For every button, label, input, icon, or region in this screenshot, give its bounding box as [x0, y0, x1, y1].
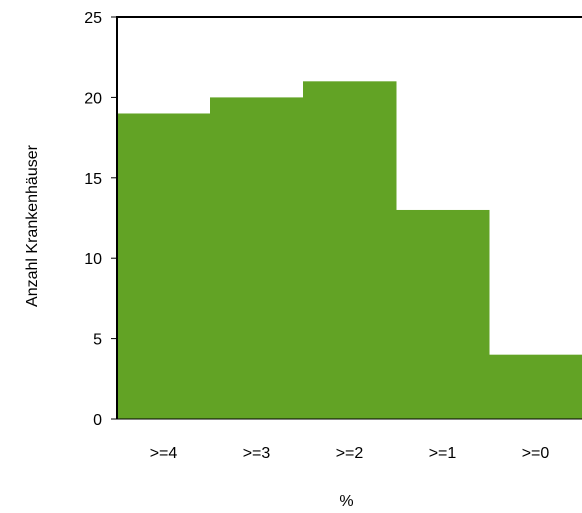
bar-2 [210, 97, 304, 420]
bars-group [117, 81, 582, 420]
y-ticks-group: 0 5 10 15 20 25 [84, 10, 117, 429]
bar-4 [396, 209, 490, 419]
y-tick-label: 10 [84, 251, 102, 268]
y-tick-label: 20 [84, 90, 102, 107]
x-ticks-group: >=4 >=3 >=2 >=1 >=0 [150, 445, 550, 462]
x-tick-label: >=0 [522, 445, 550, 462]
y-tick-label: 5 [93, 332, 102, 349]
x-tick-label: >=2 [336, 445, 364, 462]
x-axis-label: % [339, 493, 353, 510]
x-tick-label: >=3 [243, 445, 271, 462]
bar-3 [303, 81, 397, 419]
y-tick-label: 0 [93, 412, 102, 429]
axes-group [111, 16, 582, 420]
y-tick-label: 25 [84, 10, 102, 27]
x-tick-label: >=4 [150, 445, 178, 462]
x-tick-label: >=1 [429, 445, 457, 462]
bar-5 [489, 354, 582, 419]
y-tick-label: 15 [84, 171, 102, 188]
y-axis-label: Anzahl Krankenhäuser [24, 144, 41, 307]
bar-1 [117, 113, 211, 419]
